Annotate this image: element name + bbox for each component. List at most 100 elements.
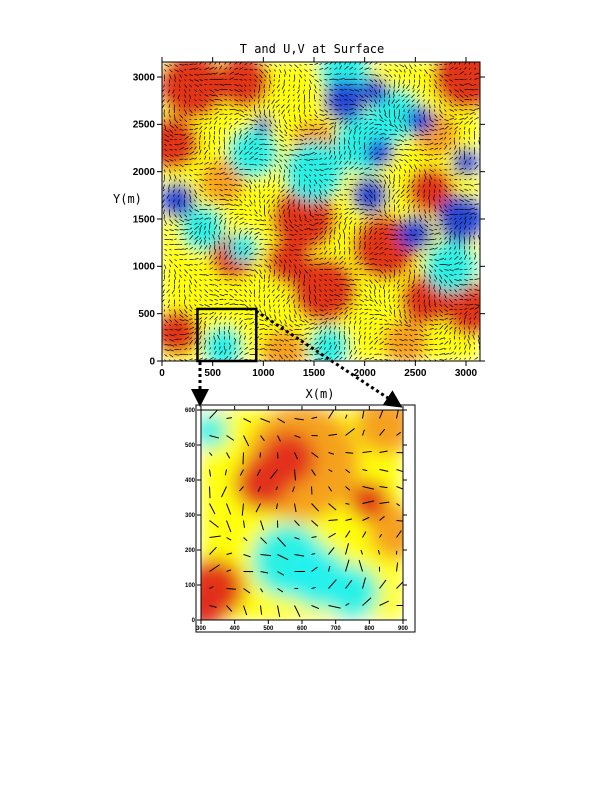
wind-vector — [374, 127, 378, 130]
wind-vector — [454, 89, 459, 93]
wind-vector — [189, 214, 192, 216]
wind-vector — [369, 316, 375, 320]
wind-vector — [199, 258, 203, 260]
wind-vector — [184, 294, 187, 300]
wind-vector — [394, 124, 398, 130]
wind-vector — [304, 138, 307, 140]
wind-vector — [414, 214, 416, 219]
wind-vector — [229, 239, 232, 245]
wind-vector — [384, 69, 390, 73]
wind-vector — [469, 189, 472, 191]
wind-vector — [339, 126, 342, 130]
wind-vector — [286, 104, 290, 109]
wind-vector — [353, 144, 355, 150]
wind-vector — [303, 279, 305, 285]
wind-vector — [179, 209, 182, 213]
wind-vector — [474, 231, 476, 235]
wind-vector — [444, 89, 446, 92]
wind-vector — [469, 234, 471, 240]
wind-vector — [173, 94, 175, 98]
wind-vector — [362, 577, 366, 589]
wind-vector — [382, 284, 385, 290]
wind-vector — [469, 72, 472, 75]
wind-vector — [434, 232, 440, 235]
wind-vector — [249, 179, 253, 185]
inset-vectors — [209, 410, 403, 617]
wind-vector — [374, 174, 380, 177]
wind-vector — [169, 214, 171, 218]
wind-vector — [354, 166, 359, 170]
wind-vector — [379, 309, 381, 312]
wind-vector — [166, 194, 170, 199]
wind-vector — [329, 89, 334, 91]
wind-vector — [449, 132, 452, 135]
wind-vector — [214, 111, 220, 115]
wind-vector — [314, 314, 319, 316]
wind-vector — [319, 99, 321, 102]
wind-vector — [299, 349, 304, 351]
wind-vector — [449, 194, 453, 197]
wind-vector — [418, 179, 420, 182]
wind-vector — [174, 354, 180, 356]
wind-vector — [264, 354, 267, 357]
wind-vector — [179, 142, 184, 145]
wind-vector — [279, 349, 282, 351]
wind-vector — [292, 204, 295, 207]
wind-vector — [384, 259, 389, 262]
wind-vector — [292, 84, 295, 89]
wind-vector — [379, 84, 382, 88]
wind-vector — [345, 602, 350, 606]
wind-vector — [279, 254, 282, 257]
wind-vector — [274, 319, 276, 322]
wind-vector — [399, 234, 403, 236]
wind-vector — [369, 62, 373, 65]
wind-vector — [389, 259, 393, 263]
wind-vector — [189, 242, 191, 245]
wind-vector — [324, 320, 328, 325]
wind-vector — [329, 199, 331, 201]
wind-vector — [314, 326, 319, 330]
wind-vector — [369, 94, 373, 98]
wind-vector — [439, 269, 443, 273]
wind-vector — [364, 174, 370, 176]
wind-vector — [282, 299, 285, 302]
wind-vector — [424, 304, 427, 310]
wind-vector — [204, 67, 210, 70]
wind-vector — [169, 354, 174, 358]
wind-vector — [164, 359, 167, 361]
wind-vector — [184, 328, 189, 330]
wind-vector — [263, 99, 265, 104]
wind-vector — [304, 314, 308, 318]
wind-vector — [434, 69, 437, 71]
wind-vector — [239, 174, 244, 176]
wind-vector — [364, 256, 367, 260]
wind-vector — [402, 184, 405, 189]
x-tick-label: 500 — [204, 368, 221, 379]
wind-vector — [224, 312, 226, 315]
wind-vector — [393, 284, 395, 288]
wind-vector — [429, 248, 435, 250]
wind-vector — [204, 268, 207, 270]
wind-vector — [433, 194, 435, 200]
wind-vector — [449, 235, 451, 240]
wind-vector — [404, 259, 408, 263]
wind-vector — [258, 94, 260, 99]
wind-vector — [164, 159, 170, 163]
wind-vector — [219, 127, 222, 130]
wind-vector — [314, 84, 317, 89]
wind-vector — [204, 118, 209, 120]
wind-vector — [283, 304, 285, 308]
wind-vector — [334, 167, 339, 170]
wind-vector — [194, 79, 200, 82]
wind-vector — [474, 278, 480, 280]
wind-vector — [289, 329, 293, 331]
wind-vector — [273, 274, 275, 277]
wind-vector — [345, 414, 348, 419]
wind-vector — [339, 72, 342, 75]
wind-vector — [234, 62, 239, 65]
wind-vector — [297, 204, 300, 210]
wind-vector — [249, 174, 254, 177]
wind-vector — [304, 124, 307, 127]
x-axis-label: X(m) — [306, 387, 335, 401]
